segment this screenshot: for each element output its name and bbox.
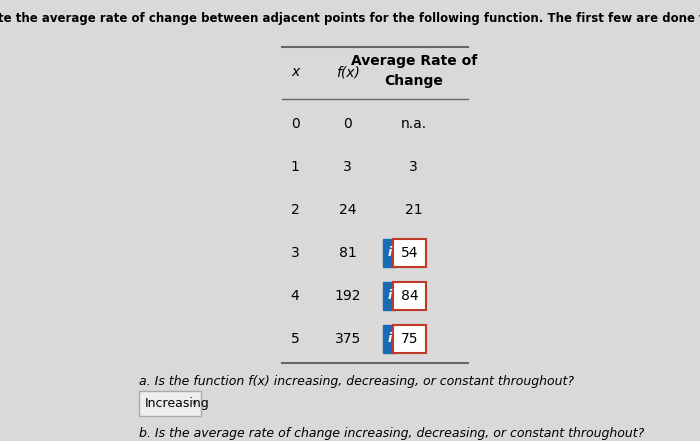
Text: i: i (387, 333, 391, 345)
Text: 0: 0 (344, 117, 352, 131)
FancyBboxPatch shape (384, 282, 395, 310)
Text: n.a.: n.a. (400, 117, 427, 131)
Text: 84: 84 (401, 289, 419, 303)
Text: b. Is the average rate of change increasing, decreasing, or constant throughout?: b. Is the average rate of change increas… (139, 427, 645, 440)
Text: 5: 5 (290, 332, 300, 346)
FancyBboxPatch shape (393, 282, 426, 310)
Text: 0: 0 (290, 117, 300, 131)
Text: i: i (387, 247, 391, 259)
Text: 3: 3 (290, 246, 300, 260)
FancyBboxPatch shape (139, 391, 201, 416)
Text: ∨: ∨ (190, 399, 198, 408)
Text: Average Rate of: Average Rate of (351, 54, 477, 68)
Text: f(x): f(x) (336, 65, 360, 79)
Text: 3: 3 (344, 160, 352, 174)
Text: 81: 81 (339, 246, 357, 260)
Text: 375: 375 (335, 332, 361, 346)
Text: 54: 54 (401, 246, 419, 260)
Text: x: x (291, 65, 300, 79)
Text: 2: 2 (290, 203, 300, 217)
Text: i: i (387, 289, 391, 303)
FancyBboxPatch shape (393, 239, 426, 267)
Text: 192: 192 (335, 289, 361, 303)
Text: 21: 21 (405, 203, 422, 217)
Text: 75: 75 (401, 332, 419, 346)
Text: Increasing: Increasing (145, 397, 209, 410)
Text: Calculate the average rate of change between adjacent points for the following f: Calculate the average rate of change bet… (0, 12, 700, 25)
Text: 3: 3 (410, 160, 418, 174)
Text: 1: 1 (290, 160, 300, 174)
Text: a. Is the function f(x) increasing, decreasing, or constant throughout?: a. Is the function f(x) increasing, decr… (139, 375, 575, 389)
Text: 24: 24 (339, 203, 356, 217)
FancyBboxPatch shape (384, 325, 395, 353)
FancyBboxPatch shape (393, 325, 426, 353)
FancyBboxPatch shape (384, 239, 395, 267)
Text: Change: Change (384, 74, 443, 88)
Text: 4: 4 (290, 289, 300, 303)
